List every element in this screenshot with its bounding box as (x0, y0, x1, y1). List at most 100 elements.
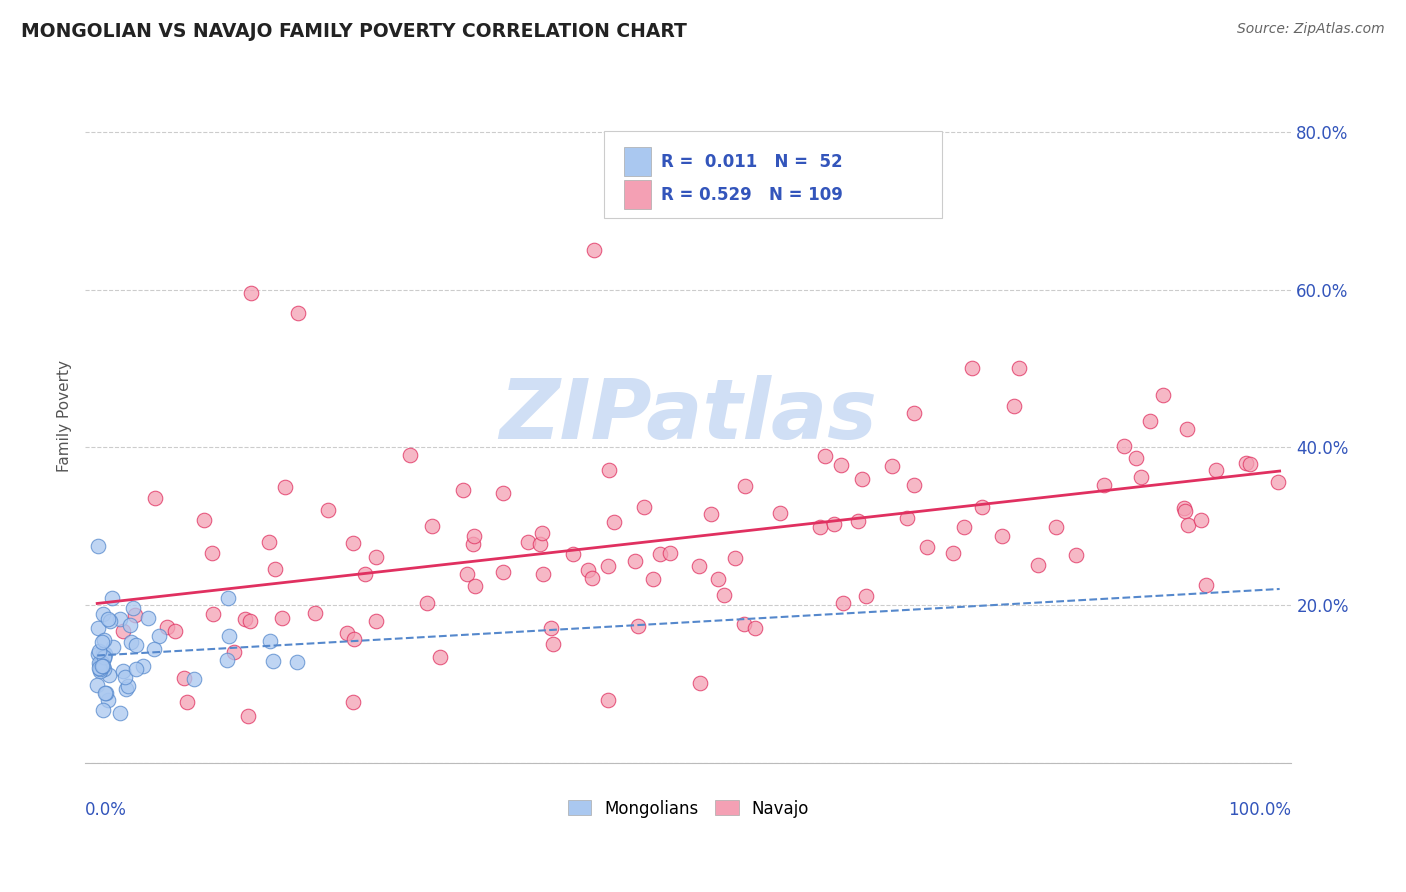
Point (1267, 475, 1289, 490)
Point (713, 588, 735, 602)
Point (93, 650, 115, 665)
Point (1173, 500, 1195, 515)
Point (808, 520, 831, 534)
Point (598, 559, 620, 574)
Point (960, 361, 983, 376)
Point (122, 600, 145, 615)
Point (855, 589, 877, 603)
Point (429, 649, 451, 664)
Point (236, 708, 259, 723)
Point (222, 645, 245, 659)
Point (136, 611, 159, 625)
Point (1094, 478, 1116, 492)
Point (89, 657, 111, 672)
Point (814, 449, 837, 463)
Point (183, 672, 205, 686)
Point (582, 243, 605, 257)
Point (700, 507, 723, 521)
Point (831, 596, 853, 610)
Point (896, 511, 918, 525)
Point (1028, 558, 1050, 572)
Point (336, 626, 359, 640)
Point (163, 624, 186, 638)
Point (91, 659, 114, 673)
Point (1002, 399, 1025, 413)
Point (89, 657, 111, 671)
Point (97, 693, 120, 707)
Point (117, 679, 139, 693)
Point (848, 514, 870, 528)
Point (1205, 462, 1227, 476)
Point (93, 650, 115, 665)
Point (416, 597, 439, 611)
Point (342, 536, 364, 550)
Legend: Mongolians, Navajo: Mongolians, Navajo (561, 793, 815, 824)
Point (689, 675, 711, 690)
Point (98, 614, 121, 628)
Y-axis label: Family Poverty: Family Poverty (58, 359, 72, 472)
Point (111, 664, 134, 678)
Point (342, 695, 364, 709)
Point (624, 554, 647, 568)
Point (903, 478, 925, 492)
Point (176, 695, 198, 709)
Point (688, 558, 710, 573)
Point (364, 549, 387, 564)
Point (98, 668, 121, 682)
Point (239, 615, 262, 629)
Point (143, 491, 166, 506)
Text: R = 0.529   N = 109: R = 0.529 N = 109 (661, 186, 842, 204)
Point (1064, 548, 1087, 562)
Point (343, 632, 366, 647)
Point (316, 502, 339, 516)
Point (263, 562, 285, 576)
Point (643, 572, 665, 586)
Point (744, 621, 766, 635)
Point (540, 621, 562, 635)
Point (648, 547, 671, 561)
Point (492, 486, 515, 500)
Text: MONGOLIAN VS NAVAJO FAMILY POVERTY CORRELATION CHART: MONGOLIAN VS NAVAJO FAMILY POVERTY CORRE… (21, 22, 688, 41)
Point (124, 607, 146, 622)
Point (1175, 422, 1198, 436)
FancyBboxPatch shape (605, 131, 942, 218)
Point (114, 670, 136, 684)
Point (97, 612, 120, 626)
Point (90, 658, 112, 673)
Point (707, 572, 730, 586)
Point (451, 483, 474, 498)
Point (581, 571, 603, 585)
Point (108, 706, 131, 720)
Text: 0.0%: 0.0% (86, 801, 128, 820)
Point (830, 458, 852, 473)
Point (942, 546, 965, 560)
Point (1112, 439, 1135, 453)
Point (598, 463, 620, 477)
Point (257, 535, 280, 549)
Point (217, 591, 239, 605)
Point (953, 519, 976, 533)
Point (114, 682, 136, 697)
Point (1130, 470, 1153, 484)
Point (218, 629, 240, 643)
Point (93, 633, 115, 648)
Point (541, 636, 564, 650)
Point (132, 658, 155, 673)
Point (1045, 520, 1067, 534)
Point (111, 624, 134, 638)
Point (93, 662, 115, 676)
Point (633, 500, 655, 515)
Point (823, 517, 845, 532)
Point (602, 515, 624, 529)
Point (1152, 388, 1174, 402)
Text: ZIPatlas: ZIPatlas (499, 376, 877, 457)
Text: Source: ZipAtlas.com: Source: ZipAtlas.com (1237, 22, 1385, 37)
Point (202, 607, 225, 621)
Point (492, 565, 515, 579)
Point (155, 620, 177, 634)
Point (530, 526, 553, 541)
Point (120, 635, 142, 649)
Point (259, 634, 281, 648)
Point (1173, 504, 1195, 518)
Point (93, 686, 115, 700)
